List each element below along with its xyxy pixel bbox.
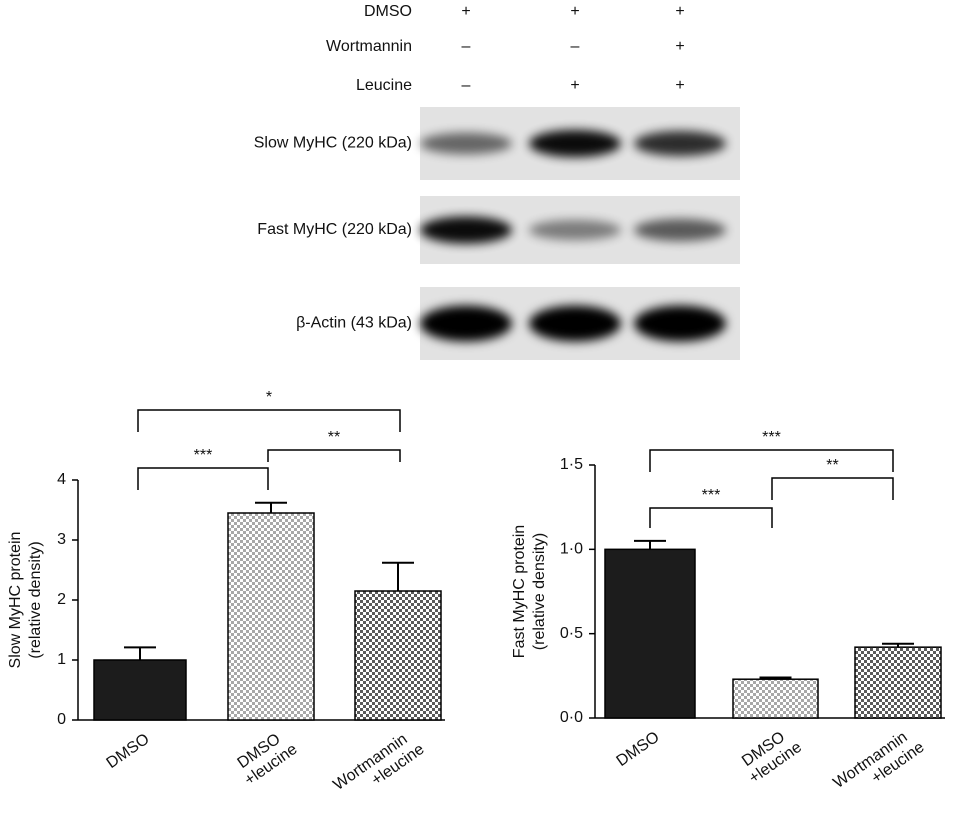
treatment-sign: + [570, 77, 579, 94]
x-tick-label: DMSO [104, 731, 153, 772]
significance-bracket [267, 449, 401, 462]
band [529, 129, 621, 158]
band-label: Fast MyHC (220 kDa) [257, 221, 412, 238]
treatment-sign: – [571, 38, 580, 55]
bar [854, 646, 942, 719]
significance-bracket [771, 477, 894, 500]
treatment-sign: – [462, 38, 471, 55]
y-axis-label: Fast MyHC protein [511, 525, 528, 658]
bar [604, 548, 696, 719]
bar [354, 590, 442, 721]
significance-label: ** [328, 429, 340, 446]
bar [732, 678, 819, 719]
band [420, 216, 512, 244]
y-tick-label: 0·5 [560, 625, 583, 642]
bar-chart: 0·0 0·5 1·0 1·5 Fast MyHC protein (relative d… [511, 429, 945, 807]
treatment-sign: + [675, 3, 684, 20]
y-axis-label: (relative density) [27, 541, 44, 658]
x-tick-label-line: DMSO [614, 729, 663, 770]
bar [227, 512, 315, 721]
y-tick-label: 1·5 [560, 456, 583, 473]
bar-chart: 0 1 2 3 4 Slow MyHC protein (relative density)… [7, 389, 445, 809]
band [420, 132, 512, 155]
band [529, 305, 621, 342]
band [420, 305, 512, 342]
significance-bracket [137, 467, 269, 490]
band [634, 218, 726, 242]
band [634, 130, 726, 157]
bar [93, 659, 187, 721]
y-axis-label: Slow MyHC protein [7, 532, 24, 669]
x-tick-label-line: DMSO [104, 731, 153, 772]
significance-label: *** [702, 487, 721, 504]
treatment-sign: + [461, 3, 470, 20]
y-tick-label: 1·0 [560, 541, 583, 558]
significance-bracket [137, 409, 401, 432]
significance-bracket [649, 507, 773, 528]
y-axis-label: (relative density) [531, 533, 548, 650]
significance-label: * [266, 389, 272, 406]
significance-bracket [649, 449, 894, 472]
y-tick-label: 2 [57, 591, 66, 608]
x-tick-label: DMSO+leucine [736, 724, 805, 787]
treatment-sign: + [675, 77, 684, 94]
y-tick-label: 0 [57, 711, 66, 728]
significance-label: *** [762, 429, 781, 446]
x-tick-label: DMSO [614, 729, 663, 770]
band-label: Slow MyHC (220 kDa) [254, 135, 412, 152]
significance-label: *** [194, 447, 213, 464]
x-tick-label: Wortmannin+leucine [331, 726, 428, 809]
treatment-label: Leucine [356, 77, 412, 94]
treatment-label: DMSO [364, 3, 412, 20]
significance-label: ** [826, 457, 838, 474]
y-tick-label: 0·0 [560, 709, 583, 726]
x-tick-label: DMSO+leucine [231, 726, 300, 789]
treatment-label: Wortmannin [326, 38, 412, 55]
x-tick-label: Wortmannin+leucine [831, 724, 928, 807]
western-blot: DMSO + + + Wortmannin – – + Leucine – + + Slow MyHC … [254, 3, 740, 360]
band [634, 305, 726, 342]
y-tick-label: 1 [57, 651, 66, 668]
band-label: β-Actin (43 kDa) [296, 315, 412, 332]
treatment-sign: – [462, 77, 471, 94]
band [529, 219, 621, 241]
y-tick-label: 3 [57, 531, 66, 548]
treatment-sign: + [570, 3, 579, 20]
treatment-sign: + [675, 38, 684, 55]
y-tick-label: 4 [57, 471, 66, 488]
